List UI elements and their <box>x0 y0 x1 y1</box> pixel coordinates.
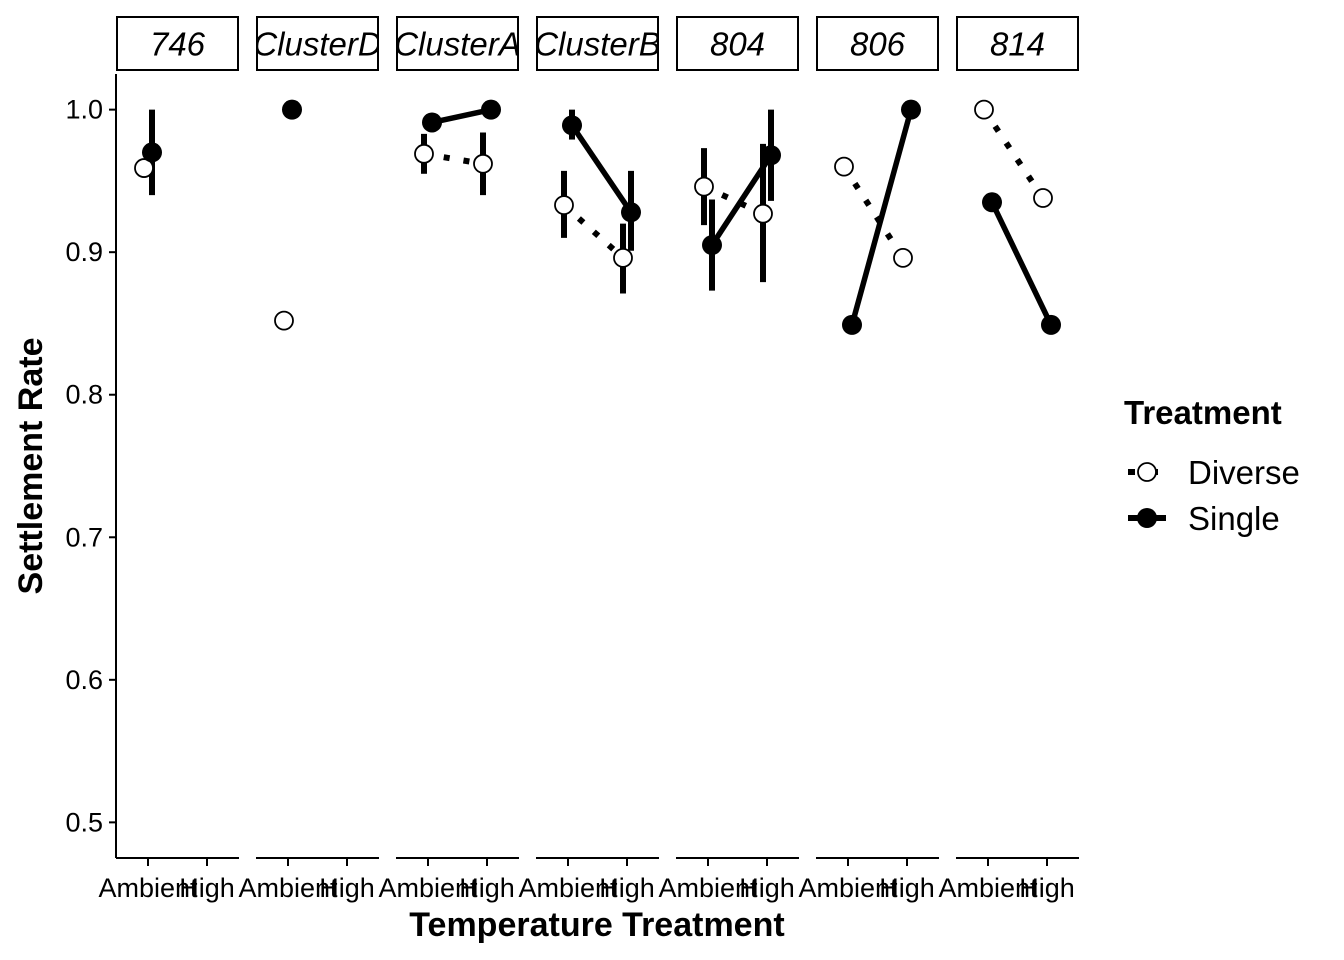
facet-strip <box>816 16 939 71</box>
x-tick-label: Ambient <box>658 873 758 903</box>
facet-strip <box>116 16 239 71</box>
facet-strip <box>536 16 659 71</box>
plot-marks <box>134 99 1061 335</box>
single-point <box>422 112 442 133</box>
x-axis-title: Temperature Treatment <box>409 906 784 944</box>
legend-items: Diverse Single <box>1128 454 1300 537</box>
x-tick-label: Ambient <box>938 873 1038 903</box>
diverse-point <box>893 247 913 268</box>
x-tick-label: High <box>1019 873 1075 903</box>
x-tick-label: High <box>879 873 935 903</box>
y-tick-label: 1.0 <box>65 95 103 125</box>
x-tick-label: High <box>179 873 235 903</box>
facet-strip <box>396 16 519 71</box>
diverse-point <box>554 195 574 216</box>
y-tick-label: 0.9 <box>65 237 103 267</box>
single-point <box>982 192 1002 213</box>
diverse-point <box>974 99 994 120</box>
facet-strip <box>676 16 799 71</box>
y-tick-label: 0.5 <box>65 807 103 837</box>
legend-marker <box>1137 462 1157 482</box>
facet-strips: 746 ClusterD ClusterA ClusterB 804 806 814 <box>116 16 1079 71</box>
legend-key-diverse <box>1128 462 1166 482</box>
facet-label: ClusterA <box>394 26 521 63</box>
x-tick-label: Ambient <box>518 873 618 903</box>
y-tick-label: 0.8 <box>65 380 103 410</box>
diverse-point <box>694 176 714 197</box>
single-point <box>842 314 862 335</box>
x-tick-label: Ambient <box>98 873 198 903</box>
x-tick-label: High <box>739 873 795 903</box>
y-tick-label: 0.6 <box>65 665 103 695</box>
facet-label: 806 <box>850 26 906 63</box>
y-tick-label: 0.7 <box>65 522 103 552</box>
x-tick-label: High <box>599 873 655 903</box>
single-point <box>562 115 582 136</box>
x-tick-label: High <box>459 873 515 903</box>
y-axis-title: Settlement Rate <box>12 338 50 595</box>
facet-label: 814 <box>990 26 1045 63</box>
single-line <box>989 201 1054 327</box>
x-tick-label: Ambient <box>798 873 898 903</box>
single-point <box>621 202 641 223</box>
single-point <box>901 99 921 120</box>
diverse-point <box>473 153 493 174</box>
facet-label: ClusterD <box>253 26 381 63</box>
x-tick-label: Ambient <box>238 873 338 903</box>
legend-marker <box>1137 508 1157 528</box>
y-axis: 0.5 0.6 0.7 0.8 0.9 1.0 <box>65 74 117 858</box>
diverse-point <box>753 203 773 224</box>
legend-title: Treatment <box>1124 394 1282 431</box>
diverse-point <box>274 310 294 331</box>
single-point <box>142 142 162 163</box>
single-line <box>849 108 914 326</box>
single-point <box>1041 314 1061 335</box>
single-point <box>761 145 781 166</box>
single-point <box>702 235 722 256</box>
single-point <box>481 99 501 120</box>
single-point <box>282 99 302 120</box>
legend: Treatment Diverse Single <box>1124 394 1300 537</box>
facet-label: ClusterB <box>534 26 661 63</box>
diverse-line <box>562 202 625 261</box>
legend-label-diverse: Diverse <box>1188 454 1300 491</box>
legend-label-single: Single <box>1188 500 1280 537</box>
legend-key-single <box>1128 508 1166 528</box>
facet-label: 804 <box>710 26 765 63</box>
x-tick-label: High <box>319 873 375 903</box>
single-line <box>431 106 492 126</box>
x-tick-label: Ambient <box>378 873 478 903</box>
facet-strip <box>956 16 1079 71</box>
diverse-point <box>134 158 154 178</box>
single-line <box>569 123 634 214</box>
diverse-line <box>981 107 1046 200</box>
diverse-point <box>834 156 854 177</box>
diverse-point <box>1033 188 1053 208</box>
diverse-point <box>613 247 633 268</box>
facet-strip <box>256 16 379 71</box>
diverse-point <box>414 143 434 164</box>
facet-label: 746 <box>150 26 206 63</box>
